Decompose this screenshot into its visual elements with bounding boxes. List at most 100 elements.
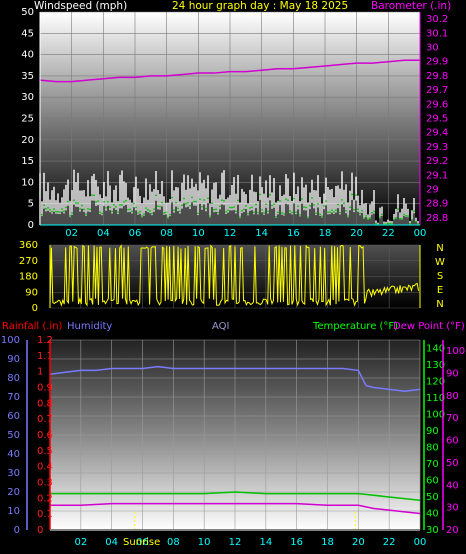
- humidity-tick-label: 30: [7, 468, 20, 479]
- humidity-tick-label: 60: [7, 411, 20, 422]
- compass-direction-label: N: [436, 243, 443, 254]
- y-left-tick-label: 10: [21, 177, 34, 188]
- x-tick-label: 08: [160, 228, 173, 239]
- humidity-line: [49, 365, 421, 393]
- dewpoint-tick-label: 20: [446, 525, 459, 536]
- x-tick-label: 22: [382, 228, 395, 239]
- humidity-tick-label: 20: [7, 487, 20, 498]
- x-tick-label: 02: [65, 228, 78, 239]
- dewpoint-label: Dew Point (°F): [393, 321, 465, 332]
- y-right-tick-label: 30.1: [426, 28, 448, 39]
- dew-point-line: [50, 502, 421, 515]
- rainfall-label: Rainfall (.in): [2, 321, 63, 332]
- y-right-tick-label: 29.3: [426, 142, 448, 153]
- x-tick-label: 06: [129, 228, 142, 239]
- y-tick-label: 90: [25, 287, 38, 298]
- temperature-tick-label: 130: [426, 360, 445, 371]
- humidity-tick-label: 70: [7, 392, 20, 403]
- humidity-tick-label: 90: [7, 354, 20, 365]
- rain-tick-label: 0.3: [37, 478, 53, 489]
- humidity-tick-label: 80: [7, 373, 20, 384]
- humidity-tick-label: 100: [1, 335, 20, 346]
- humidity-tick-label: 40: [7, 449, 20, 460]
- dewpoint-tick-label: 100: [446, 346, 465, 357]
- y-right-tick-label: 29.8: [426, 71, 448, 82]
- rain-tick-label: 0.6: [37, 430, 53, 441]
- y-left-tick-label: 20: [21, 135, 34, 146]
- y-right-tick-label: 28.8: [426, 213, 448, 224]
- compass-direction-label: N: [436, 299, 443, 310]
- y-tick-label: 360: [19, 240, 38, 251]
- y-right-tick-label: 29.1: [426, 170, 448, 181]
- dewpoint-tick-label: 30: [446, 503, 459, 514]
- rain-tick-label: 0.1: [37, 509, 53, 520]
- y-left-tick-label: 40: [21, 50, 34, 61]
- temperature-tick-label: 110: [426, 393, 445, 404]
- x-tick-label: 22: [383, 537, 396, 548]
- y-right-tick-label: 29.6: [426, 99, 448, 110]
- dewpoint-tick-label: 50: [446, 458, 459, 469]
- temperature-tick-label: 140: [426, 343, 445, 354]
- humidity-tick-label: 10: [7, 506, 20, 517]
- x-tick-label: 18: [321, 537, 334, 548]
- sunrise-label: Sunrise: [123, 537, 160, 548]
- x-tick-label: 00: [414, 537, 427, 548]
- y-left-tick-label: 30: [21, 92, 34, 103]
- temperature-tick-label: 70: [426, 459, 439, 470]
- dewpoint-tick-label: 80: [446, 391, 459, 402]
- x-tick-label: 18: [319, 228, 332, 239]
- y-right-tick-label: 29.7: [426, 85, 448, 96]
- x-tick-label: 20: [352, 537, 365, 548]
- rain-tick-label: 0.9: [37, 383, 53, 394]
- x-tick-label: 12: [229, 537, 242, 548]
- y-right-tick-label: 30.2: [426, 14, 448, 25]
- y-right-tick-label: 29: [426, 185, 439, 196]
- aqi-label: AQI: [212, 321, 230, 332]
- y-left-tick-label: 15: [21, 156, 34, 167]
- y-right-tick-label: 29.5: [426, 114, 448, 125]
- x-tick-label: 08: [167, 537, 180, 548]
- rain-tick-label: 0.8: [37, 398, 53, 409]
- y-right-tick-label: 29.9: [426, 57, 448, 68]
- windspeed-label: Windspeed (mph): [34, 0, 127, 12]
- x-tick-label: 04: [97, 228, 110, 239]
- y-right-tick-label: 29.4: [426, 128, 448, 139]
- x-tick-label: 10: [198, 537, 211, 548]
- x-tick-label: 06: [136, 537, 149, 548]
- y-tick-label: 270: [19, 256, 38, 267]
- x-tick-label: 14: [255, 228, 268, 239]
- compass-direction-label: S: [437, 271, 443, 282]
- dewpoint-tick-label: 70: [446, 413, 459, 424]
- x-tick-label: 16: [287, 228, 300, 239]
- rain-tick-label: 0.7: [37, 414, 53, 425]
- y-right-tick-label: 29.2: [426, 156, 448, 167]
- temperature-tick-label: 90: [426, 426, 439, 437]
- y-tick-label: 0: [32, 303, 38, 314]
- y-left-tick-label: 5: [28, 199, 34, 210]
- y-right-tick-label: 30: [426, 43, 439, 54]
- temperature-tick-label: 120: [426, 376, 445, 387]
- x-tick-label: 14: [259, 537, 272, 548]
- x-tick-label: 04: [105, 537, 118, 548]
- rain-tick-label: 1.1: [37, 351, 53, 362]
- y-left-tick-label: 25: [21, 114, 34, 125]
- compass-direction-label: E: [437, 285, 443, 296]
- barometer-label: Barometer (.in): [371, 0, 451, 12]
- temperature-tick-label: 50: [426, 492, 439, 503]
- humidity-label: Humidity: [67, 321, 112, 332]
- temperature-tick-label: 30: [426, 525, 439, 536]
- dewpoint-tick-label: 90: [446, 369, 459, 380]
- y-left-tick-label: 50: [21, 7, 34, 18]
- humidity-tick-label: 0: [14, 525, 20, 536]
- temperature-tick-label: 60: [426, 475, 439, 486]
- humidity-tick-label: 50: [7, 430, 20, 441]
- y-left-tick-label: 45: [21, 28, 34, 39]
- y-tick-label: 180: [19, 272, 38, 283]
- x-tick-label: 16: [290, 537, 303, 548]
- header-title: 24 hour graph day : May 18 2025: [172, 0, 348, 12]
- x-tick-label: 20: [350, 228, 363, 239]
- rain-tick-label: 0.5: [37, 446, 53, 457]
- temperature-line: [50, 491, 421, 502]
- dewpoint-tick-label: 40: [446, 480, 459, 491]
